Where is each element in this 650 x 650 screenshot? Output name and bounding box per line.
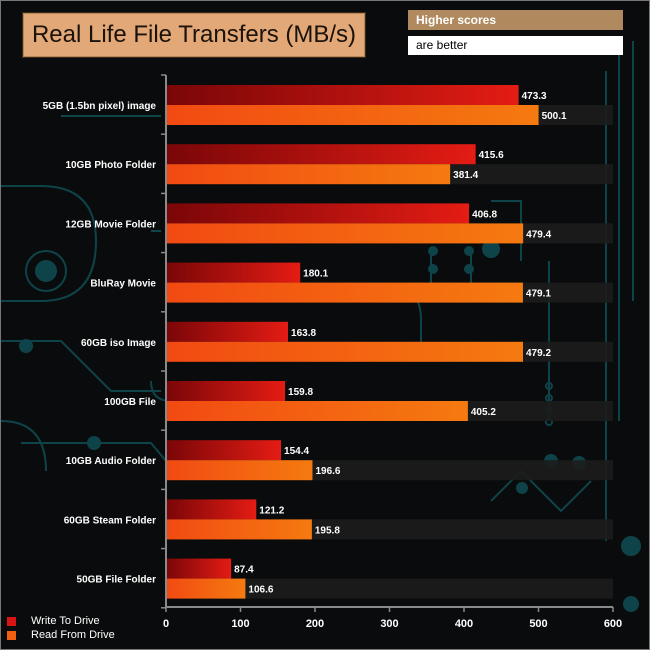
bar-read xyxy=(166,223,524,244)
legend-swatch-read xyxy=(7,630,16,640)
legend-item-write: Write To Drive xyxy=(7,614,115,628)
category-label: 50GB File Folder xyxy=(77,575,157,586)
data-label: 405.2 xyxy=(471,407,496,418)
legend-label-read: Read From Drive xyxy=(31,629,115,641)
category-label: 10GB Audio Folder xyxy=(66,456,156,467)
legend-item-read: Read From Drive xyxy=(7,628,115,642)
bar-write xyxy=(166,558,232,579)
data-label: 106.6 xyxy=(248,585,273,596)
x-tick-label: 300 xyxy=(380,618,398,630)
bar-read xyxy=(166,519,312,540)
data-label: 473.3 xyxy=(522,91,547,102)
bar-write xyxy=(166,144,476,165)
data-label: 121.2 xyxy=(259,505,284,516)
row-band xyxy=(166,578,613,599)
data-label: 180.1 xyxy=(303,269,328,280)
category-label: BluRay Movie xyxy=(90,279,156,290)
bar-read xyxy=(166,401,468,421)
score-note-line-1: Higher scores xyxy=(408,10,623,30)
data-label: 479.1 xyxy=(526,289,551,300)
data-label: 406.8 xyxy=(472,209,497,220)
data-label: 479.2 xyxy=(526,348,551,359)
data-label: 154.4 xyxy=(284,446,309,457)
data-label: 195.8 xyxy=(315,525,340,536)
bar-write xyxy=(166,262,301,283)
x-tick-label: 400 xyxy=(455,618,473,630)
data-label: 381.4 xyxy=(453,170,478,181)
category-label: 5GB (1.5bn pixel) image xyxy=(43,101,157,112)
bar-write xyxy=(166,321,289,342)
bar-read xyxy=(166,282,523,303)
legend: Write To Drive Read From Drive xyxy=(7,614,115,642)
data-label: 415.6 xyxy=(479,150,504,161)
bar-write xyxy=(166,499,257,520)
category-label: 60GB iso Image xyxy=(81,338,156,349)
bar-read xyxy=(166,578,246,599)
bar-write xyxy=(166,440,282,461)
category-label: 10GB Photo Folder xyxy=(65,160,156,171)
bar-write xyxy=(166,381,286,401)
score-note-line-2: are better xyxy=(408,36,623,55)
data-label: 479.4 xyxy=(526,229,551,240)
legend-swatch-write xyxy=(7,616,16,626)
x-tick-label: 600 xyxy=(604,618,622,630)
bar-read xyxy=(166,164,451,185)
bar-write xyxy=(166,203,470,224)
data-label: 163.8 xyxy=(291,328,316,339)
bar-read xyxy=(166,341,524,362)
chart-title: Real Life File Transfers (MB/s) xyxy=(23,13,365,57)
data-label: 159.8 xyxy=(288,387,313,398)
category-label: 60GB Steam Folder xyxy=(64,515,156,526)
data-label: 87.4 xyxy=(234,565,254,576)
category-label: 100GB File xyxy=(104,397,156,408)
category-label: 12GB Movie Folder xyxy=(65,219,156,230)
plot-area: 473.3 500.1 5GB (1.5bn pixel) image 415.638… xyxy=(43,74,622,630)
bar-read xyxy=(166,105,539,125)
x-tick-label: 0 xyxy=(163,618,169,630)
x-tick-label: 500 xyxy=(529,618,547,630)
legend-label-write: Write To Drive xyxy=(31,615,100,627)
data-label: 500.1 xyxy=(542,111,567,122)
x-tick-label: 200 xyxy=(306,618,324,630)
x-tick-label: 100 xyxy=(231,618,249,630)
data-label: 196.6 xyxy=(315,466,340,477)
circuit-background xyxy=(1,41,641,612)
bar-read xyxy=(166,460,313,481)
bar-write xyxy=(166,85,519,105)
